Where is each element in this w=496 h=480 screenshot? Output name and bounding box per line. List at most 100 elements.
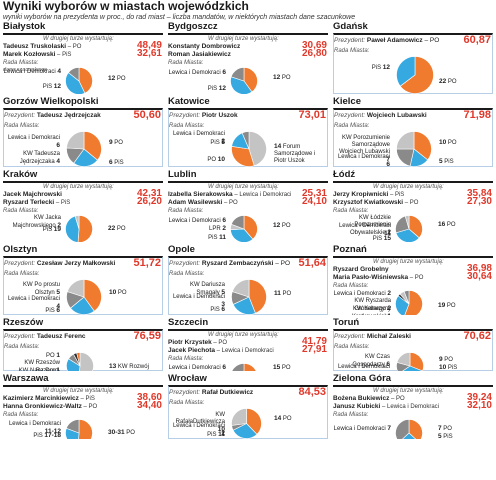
council-pie-chart	[396, 56, 434, 94]
seat-label: PiS 6	[210, 306, 225, 314]
candidate-party: PO	[88, 404, 98, 410]
president-percent: 51,72	[133, 257, 161, 269]
city-name: Bydgoszcz	[168, 22, 218, 32]
president-name: Czesław Jerzy Małkowski	[36, 260, 116, 267]
council-label: Rada Miasta:	[334, 123, 370, 129]
council-label: Rada Miasta:	[4, 123, 40, 129]
party-name: PO	[46, 353, 55, 360]
candidate-party: PiS	[394, 192, 405, 198]
president-name: Tadeusz Ferenc	[36, 333, 86, 340]
seat-label: 10 PO	[109, 289, 127, 297]
president-name: Paweł Adamowicz	[366, 37, 423, 44]
seat-count: 17-18	[44, 432, 61, 439]
candidate-party: PiS	[62, 52, 72, 58]
seat-label: PiS 6	[45, 307, 60, 315]
candidate-row: Tadeusz Truskolaski – PO 48,49	[3, 40, 163, 51]
seat-count: 10	[439, 364, 447, 371]
party-name: KW Nasz Dom-Rzeszów	[19, 368, 60, 371]
candidate-name: Roman Jasiakiewicz	[168, 51, 231, 58]
council-label: Rada Miasta:	[3, 208, 39, 214]
city-body: Prezydent: Paweł Adamowicz – PO 60,87 Rada…	[333, 33, 493, 94]
separator: –	[403, 200, 410, 206]
city-body: W drugiej turze wystartują: Ryszard Grobe…	[333, 256, 493, 315]
seat-count: 16	[438, 220, 446, 228]
city-card-lodz: Łódź W drugiej turze wystartują: Jerzy Kro…	[333, 170, 493, 242]
council-pie-chart	[231, 279, 267, 315]
party-name: PiS	[444, 159, 454, 166]
seat-label: KW Dariusza Smagały 5	[169, 282, 225, 297]
party-name: KW Czas Gospodarzy	[352, 354, 390, 369]
seat-label: PO 10	[207, 156, 225, 164]
seat-label: Lewica i Demokraci 4	[334, 364, 390, 371]
candidate-percent: 30,69	[301, 40, 327, 51]
candidate-percent: 48,49	[136, 40, 162, 51]
pie-slice-po	[413, 131, 432, 161]
pie-slice-po	[243, 67, 258, 93]
seat-label: Lewica i Demokraci 6	[334, 154, 390, 167]
council-label: Rada Miasta:	[3, 412, 39, 418]
seat-label: Lewica i Demokraci 6	[169, 364, 226, 371]
city-body: Prezydent: Michał Zaleski 70,62 Rada Miast…	[333, 329, 493, 371]
candidate-row: Izabella Sierakowska – Lewica i Demokrac…	[168, 189, 328, 199]
pie-slice-pis	[402, 432, 416, 439]
candidate-row: Roman Jasiakiewicz 26,80	[168, 49, 328, 59]
council-label: Rada Miasta:	[168, 356, 204, 362]
candidate-percent: 32,10	[466, 400, 492, 411]
estimate-note: dane szacunkowe	[3, 67, 48, 73]
seat-label: 22 PO	[108, 225, 126, 233]
pie-slice-po	[248, 279, 267, 314]
council-pie-chart	[396, 131, 432, 167]
candidate-name: Tadeusz Truskolaski	[3, 43, 67, 50]
seat-label: Lewica i Demokraci 2	[169, 131, 225, 146]
seat-count: 11	[274, 290, 281, 298]
seat-count: 12	[53, 83, 61, 91]
candidate-row: Adam Wasilewski – PO 24,10	[168, 197, 328, 207]
candidate-percent: 27,30	[466, 196, 492, 207]
seat-count: 4	[57, 67, 61, 75]
party-name: Lewica i Demokraci	[338, 223, 391, 230]
party-name: KW Ryszarda Grobelnego	[354, 298, 391, 313]
seat-count: 10	[439, 138, 447, 146]
pie-slice-pis	[395, 228, 420, 242]
seat-count: 5	[438, 432, 442, 439]
candidate-name: Krzysztof Kwiatkowski	[333, 199, 404, 206]
separator: –	[389, 396, 397, 402]
council-pie-chart	[65, 419, 93, 439]
council-pie-chart	[396, 352, 424, 371]
president-label: Prezydent:	[334, 37, 366, 44]
separator: –	[388, 192, 395, 198]
city-name: Lublin	[168, 170, 197, 180]
seat-count: 10	[109, 288, 117, 296]
candidate-party: PO	[72, 44, 82, 50]
pie-slice-lewica-i-demokraci	[230, 215, 245, 230]
seat-count: 10	[384, 314, 391, 315]
city-name: Łódź	[333, 170, 356, 180]
seat-count: 14	[274, 415, 282, 423]
pie-slice-pis	[65, 72, 86, 94]
pie-slice-kw-jacka-majchrowskiego	[74, 215, 80, 230]
city-name: Toruń	[333, 318, 360, 328]
party-name: PiS	[372, 235, 383, 242]
party-name: KW Tadeusza Jędrzejczaka	[19, 150, 60, 165]
candidate-row: Janusz Kubicki – Lewica i Demokraci 32,10	[333, 400, 493, 411]
candidate-row: Jerzy Kropiwnicki – PiS 35,84	[333, 189, 493, 199]
party-name: PO	[282, 416, 292, 423]
city-name: Poznań	[333, 245, 367, 255]
party-name: KW RafałaDutkiewicza	[175, 411, 225, 425]
pie-slice-po	[76, 352, 81, 367]
candidate-name: Janusz Kubicki	[333, 403, 381, 410]
city-name: Wrocław	[168, 374, 207, 384]
seat-label: 15 PO	[273, 364, 291, 371]
president-row: Prezydent: Paweł Adamowicz – PO 60,87	[334, 34, 492, 47]
seat-label: KW Ryszarda Grobelnego 2	[333, 298, 391, 313]
pie-slice-kw-po-prostu-olsztyn	[66, 279, 85, 298]
seat-count: 12	[382, 64, 390, 72]
seat-label: PiS 19	[43, 226, 61, 234]
seat-count: 1	[56, 367, 60, 371]
seat-label: 6 PiS	[109, 159, 124, 167]
seat-count: 19	[438, 301, 446, 309]
candidate-name: Jerzy Kropiwnicki	[333, 191, 389, 198]
party-name: LPR	[209, 225, 221, 232]
seat-count: 5	[439, 158, 443, 166]
city-card-kielce: Kielce Prezydent: Wojciech Lubawski 71,98 R…	[333, 97, 493, 167]
